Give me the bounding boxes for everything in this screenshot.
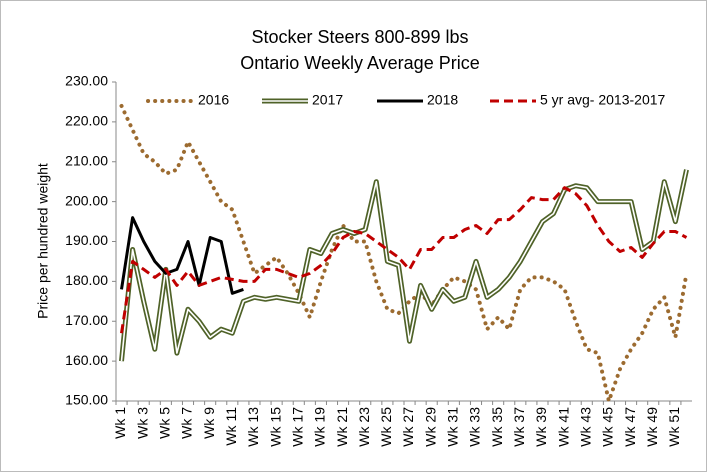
legend-label: 5 yr avg- 2013-2017: [540, 92, 666, 108]
x-tick-label: Wk 49: [644, 407, 660, 447]
y-tick-label: 230.00: [65, 73, 108, 89]
x-tick-label: Wk 41: [555, 407, 571, 447]
y-axis-label: Price per hundred weight: [35, 163, 51, 319]
y-tick-label: 170.00: [65, 312, 108, 328]
x-tick-label: Wk 43: [577, 407, 593, 447]
y-tick-label: 180.00: [65, 272, 108, 288]
x-tick-label: Wk 1: [112, 407, 128, 439]
chart-title: Stocker Steers 800-899 lbs: [251, 27, 468, 47]
legend-label: 2016: [198, 92, 229, 108]
x-tick-label: Wk 3: [134, 407, 150, 439]
series-line: [120, 216, 244, 295]
series-line: [120, 186, 688, 334]
x-tick-label: Wk 37: [511, 407, 527, 447]
x-tick-label: Wk 19: [312, 407, 328, 447]
x-tick-label: Wk 47: [622, 407, 638, 447]
x-tick-label: Wk 51: [666, 407, 682, 447]
y-tick-label: 150.00: [65, 392, 108, 408]
chart-subtitle: Ontario Weekly Average Price: [240, 53, 479, 73]
x-tick-label: Wk 7: [179, 407, 195, 439]
x-tick-label: Wk 33: [467, 407, 483, 447]
x-tick-label: Wk 23: [356, 407, 372, 447]
x-tick-label: Wk 25: [378, 407, 394, 447]
x-tick-label: Wk 15: [267, 407, 283, 447]
legend-label: 2018: [427, 92, 458, 108]
x-tick-label: Wk 21: [334, 407, 350, 447]
y-tick-label: 160.00: [65, 352, 108, 368]
x-tick-label: Wk 27: [400, 407, 416, 447]
series-line-inner: [120, 169, 688, 362]
x-tick-label: Wk 45: [600, 407, 616, 447]
x-tick-label: Wk 29: [422, 407, 438, 447]
x-tick-label: Wk 31: [445, 407, 461, 447]
y-tick-label: 210.00: [65, 152, 108, 168]
x-tick-label: Wk 11: [223, 407, 239, 446]
x-tick-label: Wk 39: [533, 407, 549, 447]
y-tick-label: 200.00: [65, 192, 108, 208]
x-tick-label: Wk 17: [289, 407, 305, 447]
x-tick-label: Wk 13: [245, 407, 261, 447]
x-tick-label: Wk 9: [201, 407, 217, 439]
legend-label: 2017: [312, 92, 343, 108]
y-tick-label: 220.00: [65, 113, 108, 129]
x-tick-label: Wk 5: [157, 407, 173, 439]
y-tick-label: 190.00: [65, 232, 108, 248]
x-tick-label: Wk 35: [489, 407, 505, 447]
